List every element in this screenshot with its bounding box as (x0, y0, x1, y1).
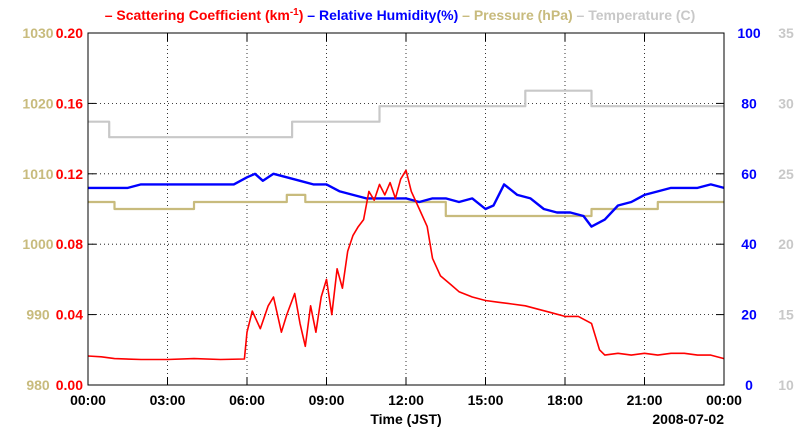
x-tick-label: 18:00 (547, 392, 583, 408)
tick-label-pressure: 990 (26, 307, 50, 323)
ticks-layer (87, 32, 725, 386)
x-tick-label: 09:00 (309, 392, 345, 408)
tick-label-temperature: 10 (778, 377, 794, 393)
tick-label-temperature: 30 (778, 95, 794, 111)
tick-label-temperature: 35 (778, 25, 794, 41)
tick-label-temperature: 15 (778, 307, 794, 323)
tick-label-scattering: 0.16 (56, 95, 83, 111)
legend-item-temperature: – Temperature (C) (573, 7, 696, 23)
series-line-temperature (88, 89, 724, 139)
tick-label-scattering: 0.12 (56, 166, 83, 182)
labels-layer: 98099010001010102010300.000.040.080.120.… (22, 25, 794, 427)
date-label: 2008-07-02 (652, 411, 724, 427)
tick-label-pressure: 980 (26, 377, 50, 393)
tick-label-temperature: 25 (778, 166, 794, 182)
tick-label-scattering: 0.04 (56, 307, 83, 323)
x-axis-label: Time (JST) (370, 411, 441, 427)
legend: – Scattering Coefficient (km-1) – Relati… (105, 7, 696, 23)
tick-label-pressure: 1020 (22, 95, 53, 111)
legend-item-pressure: – Pressure (hPa) (458, 7, 572, 23)
legend-item-humidity: – Relative Humidity(%) (303, 7, 458, 23)
legend-suffix: ) (299, 7, 304, 23)
tick-label-pressure: 1010 (22, 166, 53, 182)
legend-superscript: -1 (290, 7, 299, 18)
tick-label-scattering: 0.20 (56, 25, 83, 41)
tick-label-humidity: 20 (741, 307, 757, 323)
tick-label-pressure: 1000 (22, 236, 53, 252)
tick-label-humidity: 60 (741, 166, 757, 182)
x-tick-label: 06:00 (229, 392, 265, 408)
tick-label-humidity: 100 (737, 25, 761, 41)
tick-label-humidity: 40 (741, 236, 757, 252)
legend-item-scattering: – Scattering Coefficient (km (105, 7, 290, 23)
series-layer (87, 89, 725, 361)
series-line-humidity (88, 172, 725, 228)
tick-label-pressure: 1030 (22, 25, 53, 41)
x-tick-label: 21:00 (627, 392, 663, 408)
x-tick-label: 15:00 (468, 392, 504, 408)
tick-label-humidity: 0 (745, 377, 753, 393)
tick-label-humidity: 80 (741, 95, 757, 111)
series-line-scattering (87, 169, 725, 361)
tick-label-scattering: 0.00 (56, 377, 83, 393)
x-tick-label: 00:00 (70, 392, 106, 408)
x-tick-label: 00:00 (706, 392, 742, 408)
tick-label-scattering: 0.08 (56, 236, 83, 252)
tick-label-temperature: 20 (778, 236, 794, 252)
x-tick-label: 03:00 (150, 392, 186, 408)
series-line-pressure (88, 193, 724, 218)
x-tick-label: 12:00 (388, 392, 424, 408)
